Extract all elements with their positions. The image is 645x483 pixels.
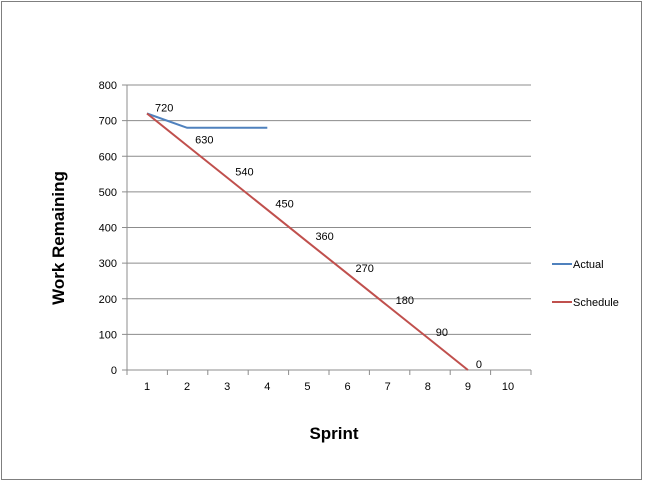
legend-label-actual: Actual xyxy=(573,259,604,271)
x-tick-label-3: 3 xyxy=(224,381,230,393)
y-tick-label-0: 0 xyxy=(111,365,117,377)
data-label-schedule-8: 90 xyxy=(436,327,448,339)
x-tick-labels: 1 2 3 4 5 6 7 8 9 10 xyxy=(144,381,514,393)
data-label-schedule-2: 630 xyxy=(195,135,213,147)
series-lines xyxy=(146,112,469,371)
x-tick-label-10: 10 xyxy=(502,381,514,393)
data-label-schedule-6: 270 xyxy=(356,263,374,275)
x-tick-label-9: 9 xyxy=(465,381,471,393)
data-label-schedule-7: 180 xyxy=(396,295,414,307)
x-tick-label-6: 6 xyxy=(344,381,350,393)
x-tick-label-7: 7 xyxy=(385,381,391,393)
x-axis-title: Sprint xyxy=(309,424,358,443)
legend: Actual Schedule xyxy=(552,259,619,309)
data-label-schedule-4: 450 xyxy=(275,199,293,211)
y-tick-label-700: 700 xyxy=(99,116,117,128)
y-tick-labels: 0 100 200 300 400 500 600 700 800 xyxy=(99,80,117,377)
x-tick-label-4: 4 xyxy=(264,381,270,393)
y-tick-label-100: 100 xyxy=(99,329,117,341)
data-label-schedule-1: 720 xyxy=(155,103,173,115)
axes xyxy=(122,84,532,375)
y-tick-label-300: 300 xyxy=(99,258,117,270)
y-tick-label-400: 400 xyxy=(99,223,117,235)
legend-label-schedule: Schedule xyxy=(573,297,619,309)
y-axis-title: Work Remaining xyxy=(49,171,68,305)
x-tick-label-5: 5 xyxy=(304,381,310,393)
data-labels: 720 630 540 450 360 270 180 90 0 xyxy=(155,103,482,372)
y-tick-label-800: 800 xyxy=(99,80,117,92)
data-label-schedule-9: 0 xyxy=(476,359,482,371)
series-line-schedule xyxy=(146,112,469,371)
y-tick-label-200: 200 xyxy=(99,294,117,306)
data-label-schedule-5: 360 xyxy=(315,231,333,243)
x-tick-label-2: 2 xyxy=(184,381,190,393)
x-tick-label-8: 8 xyxy=(425,381,431,393)
series-line-actual xyxy=(146,112,268,129)
gridlines xyxy=(127,84,531,335)
data-label-schedule-3: 540 xyxy=(235,167,253,179)
x-tick-label-1: 1 xyxy=(144,381,150,393)
y-tick-label-500: 500 xyxy=(99,187,117,199)
y-tick-label-600: 600 xyxy=(99,151,117,163)
